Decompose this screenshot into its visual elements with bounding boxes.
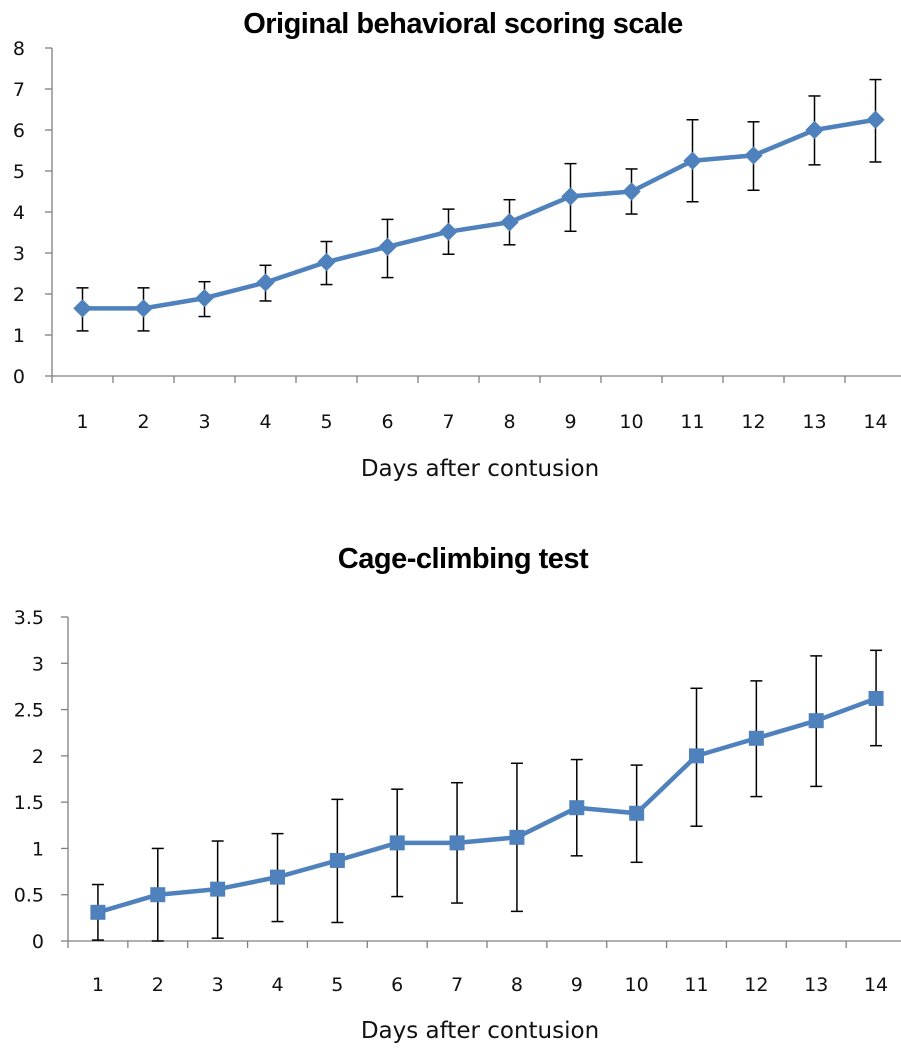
chart-plot-area: 00.511.522.533.51 2 3 4 5 6 7 8 9 10 11 12 13 14 [14,607,901,996]
data-point-diamond [439,222,458,241]
data-point-diamond [317,252,336,272]
x-tick-label: 13 [802,411,826,433]
chart-title: Cage-climbing test [337,543,589,575]
series-line [97,696,877,915]
data-point-square [270,869,285,885]
y-tick-label: 2.5 [14,700,44,722]
data-point-square [509,829,525,845]
x-tick-label: 4 [271,974,283,996]
data-point-diamond [73,299,92,318]
y-tick-label: 1.5 [14,792,44,814]
data-point-diamond [195,288,214,308]
data-point-diamond [744,146,763,165]
data-point-diamond [805,120,824,140]
data-point-square [689,748,704,764]
data-point-square [389,835,405,851]
x-tick-label: 12 [744,974,768,996]
y-tick-label: 0.5 [14,885,44,907]
x-tick-label: 6 [391,974,403,996]
data-point-diamond [500,213,519,232]
x-axis-title: Days after contusion [360,1018,600,1044]
chart-title: Original behavioral scoring scale [243,8,683,40]
y-tick-label: 0 [13,366,25,388]
x-tick-label: 9 [571,974,583,996]
y-tick-label: 2 [13,284,25,306]
data-point-diamond [866,110,885,129]
y-tick-label: 6 [13,120,25,142]
y-tick-label: 8 [13,38,25,60]
data-point-square [569,800,585,816]
data-point-diamond [134,299,153,318]
x-tick-label: 1 [76,411,88,433]
y-tick-label: 3 [32,653,44,675]
x-tick-label: 5 [331,974,343,996]
data-point-diamond [378,237,397,257]
x-tick-label: 4 [259,411,271,433]
x-tick-label: 10 [625,974,649,996]
series-line [82,117,876,311]
data-point-square [210,881,226,897]
x-tick-label: 11 [684,974,708,996]
x-tick-label: 2 [137,411,149,433]
x-tick-label: 3 [212,974,224,996]
y-tick-label: 0 [32,931,44,953]
x-tick-label: 3 [198,411,210,433]
data-point-diamond [561,187,580,206]
data-point-diamond [683,151,702,170]
y-tick-label: 3.5 [14,607,44,629]
chart-cage-climbing-test: Cage-climbing test 0 0.5 1 1.5 2 2.5 3 3.5 1 2 3 4 5… [0,535,901,1051]
x-tick-label: 8 [511,974,523,996]
x-tick-label: 14 [863,411,887,433]
y-tick-label: 3 [13,243,25,265]
y-tick-label: 1 [32,838,44,860]
x-tick-label: 7 [442,411,454,433]
x-tick-label: 6 [381,411,393,433]
data-point-square [150,887,166,903]
x-tick-label: 12 [741,411,765,433]
x-tick-label: 9 [564,411,576,433]
x-axis-title: Days after contusion [360,456,600,482]
data-point-square [629,805,645,821]
data-point-diamond [256,273,275,292]
x-tick-label: 11 [680,411,704,433]
x-tick-label: 10 [619,411,643,433]
data-point-square [868,690,884,706]
x-tick-label: 1 [92,974,104,996]
y-tick-label: 5 [13,161,25,183]
x-tick-label: 13 [804,974,828,996]
x-tick-label: 14 [864,974,888,996]
y-tick-label: 4 [13,202,25,224]
x-tick-label: 7 [451,974,463,996]
data-point-square [329,852,345,868]
data-point-square [90,904,106,920]
x-tick-label: 2 [152,974,164,996]
data-point-square [808,713,824,729]
data-point-square [748,730,764,746]
x-tick-label: 5 [320,411,332,433]
data-point-diamond [622,182,641,201]
y-tick-label: 7 [13,79,25,101]
y-tick-label: 1 [13,325,25,347]
x-tick-label: 8 [503,411,515,433]
data-point-square [449,835,465,851]
y-tick-label: 2 [32,746,44,768]
